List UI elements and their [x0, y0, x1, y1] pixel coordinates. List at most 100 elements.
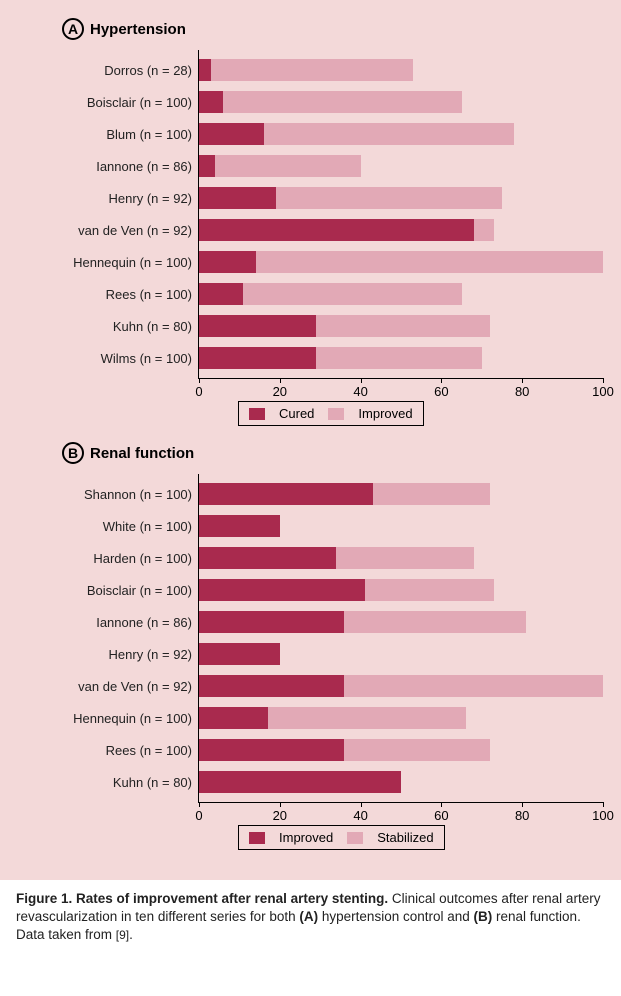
panel-b-legend: Improved Stabilized — [238, 825, 445, 850]
caption-bold-b: (B) — [474, 909, 493, 924]
bar-segment-1 — [199, 739, 344, 761]
caption-line2a: Data taken from — [16, 927, 116, 942]
bar-segment-1 — [199, 187, 276, 209]
bar-segment-1 — [199, 771, 401, 793]
category-label: Iannone (n = 86) — [18, 150, 198, 182]
panel-b-plot: 020406080100 — [198, 474, 603, 803]
bar-segment-2 — [276, 187, 502, 209]
panel-a-bars — [199, 50, 603, 378]
legend-label-stabilized: Stabilized — [377, 830, 433, 845]
bar-segment-1 — [199, 123, 264, 145]
panel-a-legend: Cured Improved — [238, 401, 424, 426]
bar-segment-1 — [199, 643, 280, 665]
legend-label-cured: Cured — [279, 406, 314, 421]
bar-row — [199, 734, 603, 766]
panel-a-ylabels: Dorros (n = 28)Boisclair (n = 100)Blum (… — [18, 50, 198, 379]
panel-a-badge: A — [62, 18, 84, 40]
bar-segment-2 — [243, 283, 461, 305]
category-label: Henry (n = 92) — [18, 638, 198, 670]
x-tick-label: 80 — [515, 808, 529, 823]
panel-a: A Hypertension Dorros (n = 28)Boisclair … — [18, 18, 603, 432]
panel-b-title: B Renal function — [62, 442, 603, 464]
bar-row — [199, 118, 603, 150]
category-label: Boisclair (n = 100) — [18, 86, 198, 118]
bar-row — [199, 574, 603, 606]
legend-swatch-improved — [328, 408, 344, 420]
x-tick-label: 60 — [434, 808, 448, 823]
bar-segment-2 — [365, 579, 494, 601]
caption-title: Figure 1. Rates of improvement after ren… — [16, 891, 388, 906]
figure-container: A Hypertension Dorros (n = 28)Boisclair … — [0, 0, 621, 959]
panel-a-title-text: Hypertension — [90, 21, 186, 38]
bar-segment-1 — [199, 251, 256, 273]
category-label: Iannone (n = 86) — [18, 606, 198, 638]
bar-segment-1 — [199, 515, 280, 537]
x-tick-label: 0 — [195, 808, 202, 823]
bar-row — [199, 606, 603, 638]
panel-b-ylabels: Shannon (n = 100)White (n = 100)Harden (… — [18, 474, 198, 803]
category-label: Shannon (n = 100) — [18, 478, 198, 510]
bar-segment-2 — [373, 483, 490, 505]
bar-segment-2 — [344, 675, 603, 697]
bar-row — [199, 638, 603, 670]
bar-segment-2 — [211, 59, 413, 81]
bar-row — [199, 670, 603, 702]
panel-b: B Renal function Shannon (n = 100)White … — [18, 442, 603, 856]
bar-row — [199, 214, 603, 246]
bar-segment-2 — [256, 251, 603, 273]
x-tick — [603, 802, 604, 807]
bar-segment-1 — [199, 315, 316, 337]
x-tick-label: 0 — [195, 384, 202, 399]
x-tick-label: 60 — [434, 384, 448, 399]
bar-segment-2 — [336, 547, 473, 569]
category-label: White (n = 100) — [18, 510, 198, 542]
bar-segment-2 — [344, 739, 489, 761]
category-label: Hennequin (n = 100) — [18, 246, 198, 278]
bar-segment-1 — [199, 579, 365, 601]
panel-b-badge: B — [62, 442, 84, 464]
bar-segment-1 — [199, 91, 223, 113]
bar-segment-2 — [474, 219, 494, 241]
bar-segment-1 — [199, 219, 474, 241]
bar-row — [199, 542, 603, 574]
x-tick — [441, 802, 442, 807]
panel-b-title-text: Renal function — [90, 445, 194, 462]
category-label: Kuhn (n = 80) — [18, 310, 198, 342]
x-tick-label: 20 — [273, 384, 287, 399]
bar-segment-2 — [223, 91, 461, 113]
caption-ref: [9] — [116, 928, 129, 942]
category-label: Blum (n = 100) — [18, 118, 198, 150]
x-tick — [361, 802, 362, 807]
bar-segment-2 — [316, 315, 490, 337]
panel-a-title: A Hypertension — [62, 18, 603, 40]
panel-a-plot: 020406080100 — [198, 50, 603, 379]
bar-row — [199, 182, 603, 214]
bar-row — [199, 510, 603, 542]
category-label: Harden (n = 100) — [18, 542, 198, 574]
category-label: Dorros (n = 28) — [18, 54, 198, 86]
figure-caption: Figure 1. Rates of improvement after ren… — [0, 880, 621, 959]
category-label: Rees (n = 100) — [18, 278, 198, 310]
x-tick-label: 80 — [515, 384, 529, 399]
bar-segment-1 — [199, 347, 316, 369]
x-tick — [199, 378, 200, 383]
category-label: Kuhn (n = 80) — [18, 766, 198, 798]
category-label: van de Ven (n = 92) — [18, 214, 198, 246]
x-tick-label: 100 — [592, 808, 614, 823]
x-tick — [441, 378, 442, 383]
bar-segment-1 — [199, 547, 336, 569]
x-tick — [603, 378, 604, 383]
bar-row — [199, 342, 603, 374]
bar-segment-1 — [199, 483, 373, 505]
legend-label-improved: Improved — [358, 406, 412, 421]
x-tick-label: 40 — [353, 384, 367, 399]
bar-row — [199, 246, 603, 278]
bar-segment-1 — [199, 611, 344, 633]
caption-line2b: . — [129, 927, 133, 942]
x-tick — [280, 802, 281, 807]
bar-row — [199, 54, 603, 86]
bar-segment-1 — [199, 59, 211, 81]
bar-segment-1 — [199, 283, 243, 305]
x-tick — [280, 378, 281, 383]
bar-row — [199, 86, 603, 118]
